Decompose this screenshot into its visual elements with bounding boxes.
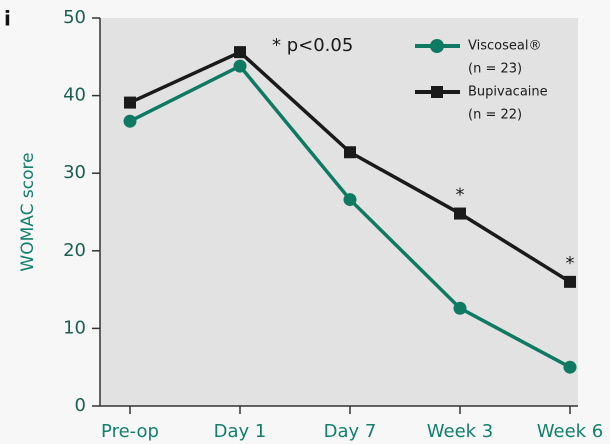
- point: [124, 96, 136, 109]
- legend-marker: [430, 39, 444, 53]
- x-tick-label: Day 1: [214, 421, 267, 442]
- y-tick-label: 40: [63, 85, 86, 106]
- point: [563, 360, 577, 374]
- point: [453, 301, 467, 315]
- point: [123, 114, 137, 128]
- legend-label: Viscoseal®: [468, 39, 541, 54]
- note: * p<0.05: [272, 35, 353, 56]
- x-tick-label: Week 3: [427, 421, 494, 442]
- point: [233, 59, 247, 73]
- legend-note: (n = 23): [468, 62, 522, 77]
- point: [454, 207, 466, 220]
- point: [343, 193, 357, 207]
- x-tick-label: Day 7: [324, 421, 377, 442]
- y-tick-label: 50: [63, 7, 86, 28]
- x-tick-label: Week 6: [537, 421, 604, 442]
- panel-label: i: [4, 7, 11, 31]
- y-tick-label: 30: [63, 162, 86, 183]
- plot-area: [100, 18, 578, 406]
- legend-label: Bupivacaine: [468, 85, 548, 100]
- y-tick-label: 0: [75, 395, 86, 416]
- x-tick-label: Pre-op: [101, 421, 159, 442]
- point: [564, 275, 576, 288]
- y-tick-label: 20: [63, 240, 86, 261]
- point: [234, 46, 246, 59]
- annotation: *: [456, 185, 465, 206]
- annotation: *: [566, 253, 575, 274]
- y-axis-label: WOMAC score: [18, 152, 38, 271]
- legend-note: (n = 22): [468, 108, 522, 123]
- legend-marker: [431, 86, 443, 98]
- point: [344, 146, 356, 159]
- y-tick-label: 10: [63, 317, 86, 338]
